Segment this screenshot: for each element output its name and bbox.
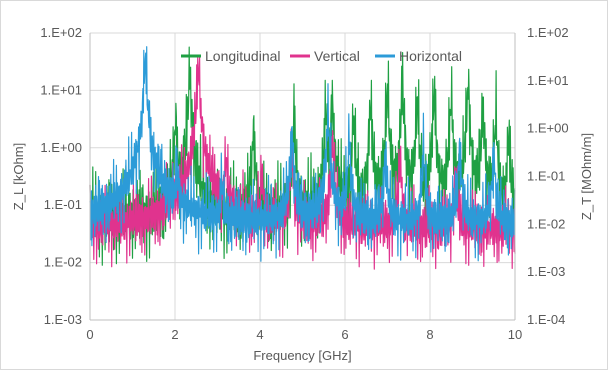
y-left-tick-label: 1.E+02 — [40, 25, 82, 40]
y-left-tick-label: 1.E-02 — [44, 255, 82, 270]
y-right-tick-label: 1.E+01 — [527, 73, 569, 88]
y-right-axis-title: Z_T [MOhm/m] — [579, 133, 594, 220]
y-right-tick-label: 1.E-03 — [527, 264, 565, 279]
legend-label-longitudinal: Longitudinal — [205, 48, 281, 64]
plot-area — [89, 46, 516, 270]
y-left-tick-label: 1.E+00 — [40, 140, 82, 155]
y-right-tick-label: 1.E-02 — [527, 216, 565, 231]
y-right-tick-label: 1.E+02 — [527, 25, 569, 40]
series-line-longitudinal — [89, 46, 516, 266]
x-tick-label: 8 — [426, 327, 433, 342]
x-axis-title: Frequency [GHz] — [253, 348, 351, 363]
x-tick-label: 2 — [171, 327, 178, 342]
y-right-tick-label: 1.E-01 — [527, 169, 565, 184]
axes: 1.E-03 1.E-02 1.E-01 1.E+00 1.E+01 1.E+02 1.E-… — [11, 25, 594, 363]
y-right-tick-label: 1.E-04 — [527, 312, 565, 327]
legend: Longitudinal Vertical Horizontal — [181, 48, 462, 64]
x-tick-label: 10 — [508, 327, 522, 342]
y-left-axis-title: Z_L [kOhm] — [11, 143, 26, 210]
series-line-horizontal — [89, 46, 516, 262]
y-left-tick-label: 1.E+01 — [40, 82, 82, 97]
legend-label-vertical: Vertical — [314, 48, 360, 64]
x-tick-label: 6 — [341, 327, 348, 342]
y-left-tick-label: 1.E-01 — [44, 197, 82, 212]
x-tick-label: 4 — [256, 327, 263, 342]
x-tick-label: 0 — [86, 327, 93, 342]
y-right-tick-label: 1.E+00 — [527, 121, 569, 136]
y-left-tick-label: 1.E-03 — [44, 312, 82, 327]
legend-label-horizontal: Horizontal — [399, 48, 462, 64]
